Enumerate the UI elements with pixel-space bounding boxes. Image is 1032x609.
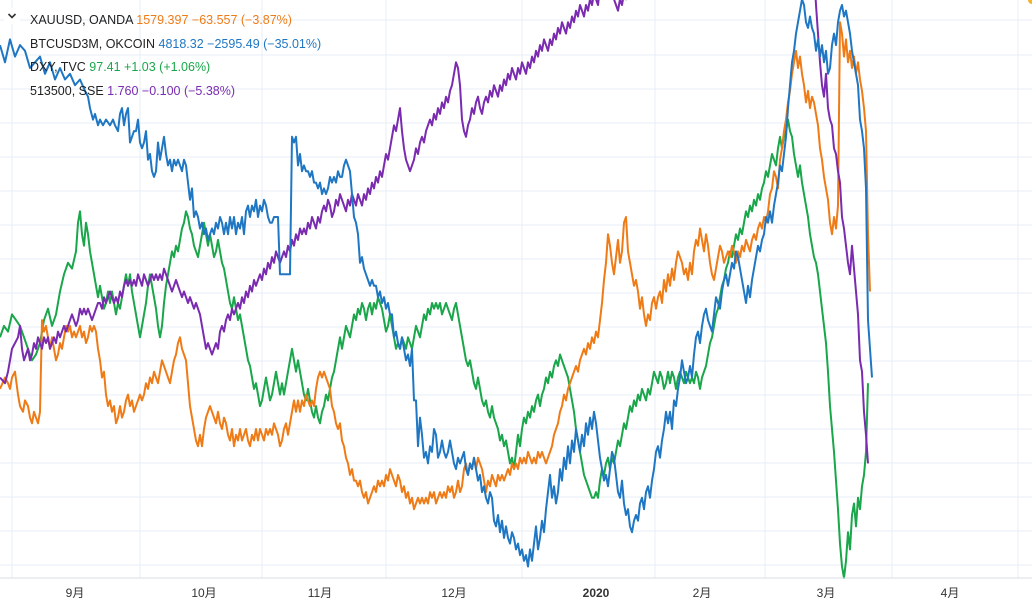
legend-symbol: 513500, SSE [30,84,107,98]
legend-symbol: DXY, TVC [30,60,89,74]
x-tick-label: 9月 [66,586,85,600]
legend-row-btcusd3m[interactable]: BTCUSD3M, OKCOIN 4818.32 −2595.49 (−35.0… [30,37,321,51]
x-axis: 9月 10月 11月 12月 2020 2月 3月 4月 [0,577,1032,600]
series-line-dxy [0,118,869,579]
grid [0,0,1032,578]
legend-symbol: BTCUSD3M, OKCOIN [30,37,159,51]
legend-symbol: XAUUSD, OANDA [30,13,136,27]
series-line-xauusd [0,21,871,511]
legend-values: 1579.397 −63.557 (−3.87%) [136,13,292,27]
x-tick-label: 10月 [191,586,216,600]
x-tick-label: 4月 [941,586,960,600]
legend-row-xauusd[interactable]: XAUUSD, OANDA 1579.397 −63.557 (−3.87%) [30,13,292,27]
series-line-513500 [0,0,869,464]
x-tick-label: 2月 [693,586,712,600]
legend-values: 97.41 +1.03 (+1.06%) [89,60,210,74]
legend: XAUUSD, OANDA 1579.397 −63.557 (−3.87%) B… [4,8,321,98]
x-tick-label: 12月 [441,586,466,600]
legend-values: 1.760 −0.100 (−5.38%) [107,84,235,98]
legend-row-513500[interactable]: 513500, SSE 1.760 −0.100 (−5.38%) [30,84,235,98]
series-layer [0,0,873,579]
legend-row-dxy[interactable]: DXY, TVC 97.41 +1.03 (+1.06%) [30,60,210,74]
edge-marker [1028,0,1032,4]
x-tick-label: 11月 [308,586,332,600]
x-tick-label: 2020 [583,586,610,600]
legend-values: 4818.32 −2595.49 (−35.01%) [159,37,322,51]
x-tick-label: 3月 [817,586,836,600]
legend-collapse-button[interactable] [4,8,20,24]
chevron-down-icon [7,13,17,19]
series-line-btcusd3m [0,0,873,568]
